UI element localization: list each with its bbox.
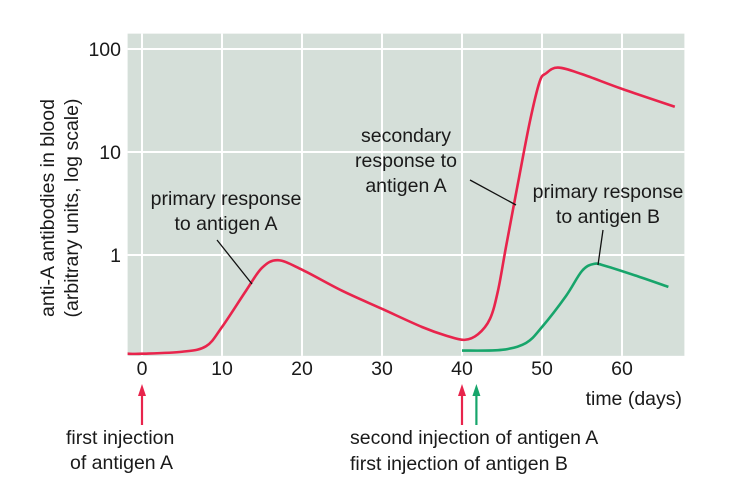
x-tick-label: 10 (211, 358, 233, 380)
series-lines (127, 66, 676, 356)
y-tick-label: 100 (88, 39, 121, 61)
annotation-secondary-a-line3: antigen A (365, 175, 446, 197)
injection-label-first-b: first injection of antigen B (350, 453, 568, 475)
y-tick-label: 1 (110, 245, 121, 267)
injection-arrow-1 (458, 384, 466, 425)
x-tick-label: 40 (451, 358, 473, 380)
annotation-primary-a-line1: primary response (151, 188, 302, 210)
annotation-primary-b-line2: to antigen B (556, 206, 660, 228)
x-tick-label: 50 (531, 358, 553, 380)
y-axis-label-line2: (arbitrary units, log scale) (61, 99, 83, 318)
injection-arrows (138, 384, 481, 425)
annotation-primary-a-leader (216, 239, 253, 285)
injection-label-first-a-line2: of antigen A (70, 452, 173, 474)
grid-lines (127, 33, 685, 356)
annotation-primary-b-line1: primary response (533, 181, 684, 203)
y-tick-label: 10 (99, 142, 121, 164)
annotation-secondary-a-line1: secondary (361, 125, 451, 147)
annotation-secondary-a-leader (469, 179, 517, 206)
annotation-primary-a-line2: to antigen A (174, 213, 277, 235)
plot-background (127, 33, 685, 356)
arrow-head-icon (138, 384, 146, 396)
x-tick-label: 0 (137, 358, 148, 380)
y-axis-label-line1: anti-A antibodies in blood (37, 99, 59, 317)
x-tick-label: 60 (611, 358, 633, 380)
x-axis-label: time (days) (586, 388, 682, 410)
y-tick-labels: 1 10 100 (88, 39, 121, 267)
annotation-secondary-a-line2: response to (355, 150, 457, 172)
antigen-a-response-line (127, 66, 676, 356)
x-tick-labels: 0 10 20 30 40 50 60 (137, 358, 633, 380)
injection-arrow-0 (138, 384, 146, 425)
x-tick-label: 30 (371, 358, 393, 380)
antigen-b-response-line (461, 262, 669, 352)
injection-label-first-a-line1: first injection (66, 427, 174, 449)
annotation-primary-b-leader (597, 229, 604, 266)
x-tick-label: 20 (291, 358, 313, 380)
injection-arrow-2 (472, 384, 481, 425)
arrow-head-icon (472, 384, 481, 396)
arrow-head-icon (458, 384, 466, 396)
injection-label-second-a: second injection of antigen A (350, 427, 598, 449)
